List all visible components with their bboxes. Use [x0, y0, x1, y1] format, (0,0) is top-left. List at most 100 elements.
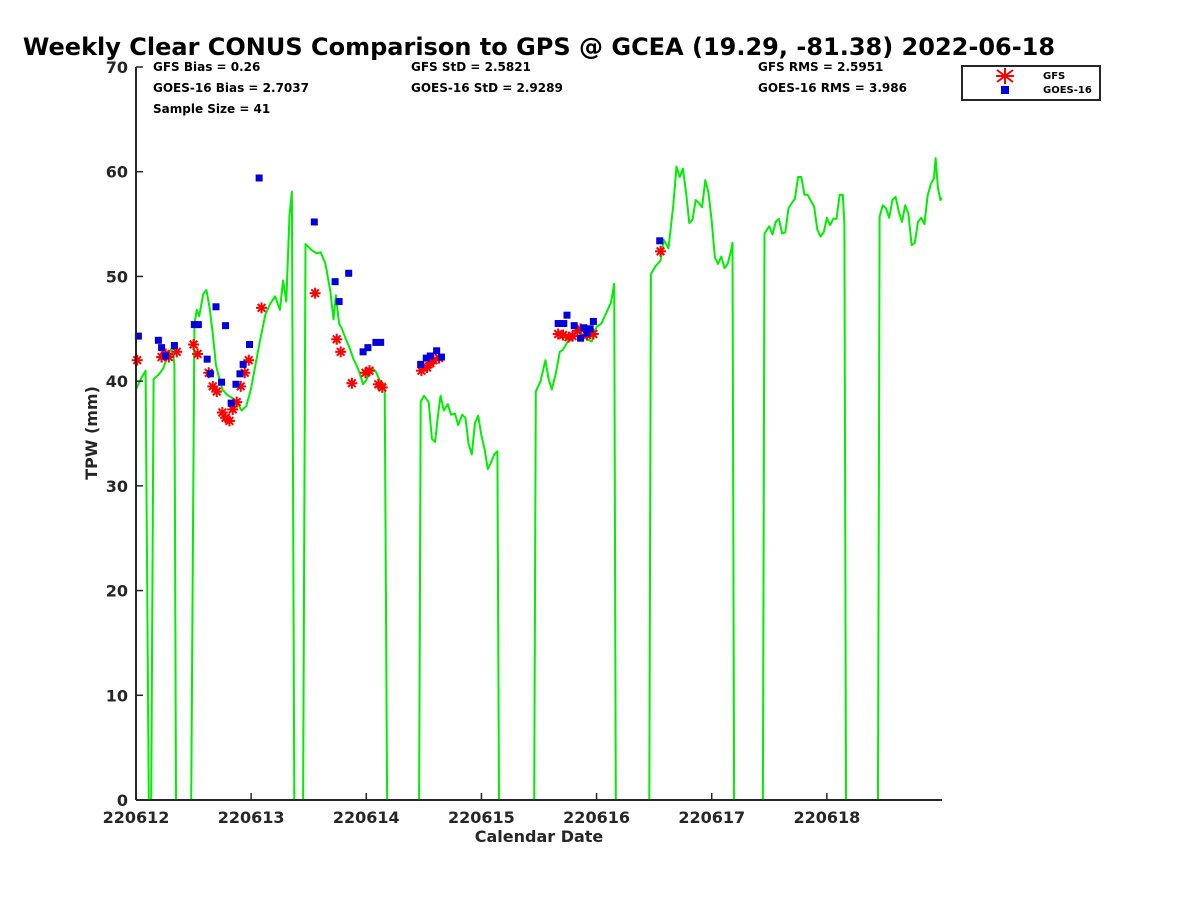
x-tick-label: 220615 — [448, 808, 515, 827]
gps-line-segment — [877, 157, 943, 801]
goes16-point — [255, 174, 263, 182]
legend-goes16-marker-icon — [1001, 86, 1009, 94]
chart-title: Weekly Clear CONUS Comparison to GPS @ G… — [23, 33, 1055, 61]
goes16-point — [203, 355, 211, 363]
y-tick-label: 70 — [106, 58, 128, 77]
y-tick-label: 20 — [106, 582, 128, 601]
goes16-point — [586, 325, 594, 333]
gfs-point — [192, 348, 204, 360]
goes16-point — [239, 360, 247, 368]
gfs-point — [224, 415, 236, 427]
goes16-point — [331, 278, 339, 286]
legend-gfs-marker-icon — [996, 68, 1014, 84]
legend-gfs-label: GFS — [1043, 71, 1065, 82]
goes16-point — [417, 360, 425, 368]
stat-goes-bias: GOES-16 Bias = 2.7037 — [153, 81, 309, 95]
goes16-point — [194, 321, 202, 329]
goes16-point — [554, 320, 562, 328]
stat-gfs-bias: GFS Bias = 0.26 — [153, 60, 260, 74]
goes16-point — [218, 378, 226, 386]
x-tick-label: 220616 — [563, 808, 630, 827]
goes16-point — [162, 352, 170, 360]
gfs-point — [211, 386, 223, 398]
gfs-point — [227, 403, 239, 415]
gfs-point — [655, 245, 667, 257]
stat-gfs-std: GFS StD = 2.5821 — [411, 60, 531, 74]
goes16-point — [437, 353, 445, 361]
y-ticks: 0 10 20 30 40 50 60 70 — [106, 58, 143, 810]
goes16-point — [345, 269, 353, 277]
gfs-point — [376, 381, 388, 393]
gps-line-segment — [418, 394, 500, 801]
goes16-point — [372, 338, 380, 346]
goes16-point — [206, 370, 214, 378]
axes: 0 10 20 30 40 50 60 70 220612 220613 220614 220615… — [103, 58, 942, 827]
y-tick-label: 60 — [106, 163, 128, 182]
legend-box — [961, 65, 1101, 101]
goes16-point — [426, 352, 434, 360]
stat-goes-std: GOES-16 StD = 2.9289 — [411, 81, 563, 95]
y-tick-label: 30 — [106, 477, 128, 496]
gps-line-segment — [648, 165, 736, 801]
gfs-point — [346, 377, 358, 389]
goes16-point — [377, 338, 385, 346]
y-tick-label: 40 — [106, 372, 128, 391]
gfs-point — [188, 338, 200, 350]
goes16-point — [154, 336, 162, 344]
plot-area — [131, 157, 943, 801]
goes16-point — [227, 399, 235, 407]
gps-line-segment — [302, 243, 389, 801]
goes16-point — [134, 332, 142, 340]
y-tick-label: 10 — [106, 686, 128, 705]
x-tick-label: 220614 — [333, 808, 400, 827]
x-axis-label: Calendar Date — [475, 827, 604, 846]
goes16-point — [433, 347, 441, 355]
legend-goes16-label: GOES-16 — [1043, 85, 1092, 96]
goes16-point — [422, 354, 430, 362]
goes16-point — [190, 321, 198, 329]
goes16-point — [364, 344, 372, 352]
gfs-point — [363, 365, 375, 377]
gfs-point — [171, 346, 183, 358]
x-tick-label: 220618 — [793, 808, 860, 827]
x-ticks: 220612 220613 220614 220615 220616 220617 2206… — [103, 793, 860, 827]
goes16-point — [212, 303, 220, 311]
gps-line-segment — [135, 190, 296, 801]
gps-line-segment — [761, 176, 847, 801]
goes16-point — [570, 322, 578, 330]
gfs-point — [131, 354, 143, 366]
stat-sample-size: Sample Size = 41 — [153, 102, 270, 116]
goes16-point — [232, 380, 240, 388]
gps-line-segment — [533, 282, 617, 801]
x-tick-label: 220617 — [678, 808, 745, 827]
stat-goes-rms: GOES-16 RMS = 3.986 — [758, 81, 907, 95]
goes16-point — [170, 342, 178, 350]
stat-gfs-rms: GFS RMS = 2.5951 — [758, 60, 883, 74]
y-tick-label: 50 — [106, 267, 128, 286]
y-axis-label: TPW (mm) — [82, 386, 101, 480]
goes16-points — [134, 174, 664, 407]
gfs-point — [309, 287, 321, 299]
legend: GFS GOES-16 — [961, 65, 1101, 101]
x-tick-label: 220612 — [103, 808, 170, 827]
gfs-point — [331, 333, 343, 345]
goes16-point — [359, 348, 367, 356]
goes16-point — [577, 334, 585, 342]
goes16-point — [310, 218, 318, 226]
goes16-point — [589, 317, 597, 325]
goes16-point — [583, 329, 591, 337]
statistics-annotations: GFS Bias = 0.26 GOES-16 Bias = 2.7037 Sa… — [153, 60, 907, 116]
goes16-point — [222, 322, 230, 330]
gfs-point — [256, 302, 268, 314]
gps-tpw-line — [135, 157, 943, 801]
goes16-point — [246, 340, 254, 348]
goes16-point — [560, 320, 568, 328]
goes16-point — [158, 344, 166, 352]
goes16-point — [335, 298, 343, 306]
goes16-point — [236, 370, 244, 378]
y-tick-label: 0 — [117, 791, 128, 810]
x-tick-label: 220613 — [218, 808, 285, 827]
goes16-point — [563, 311, 571, 319]
